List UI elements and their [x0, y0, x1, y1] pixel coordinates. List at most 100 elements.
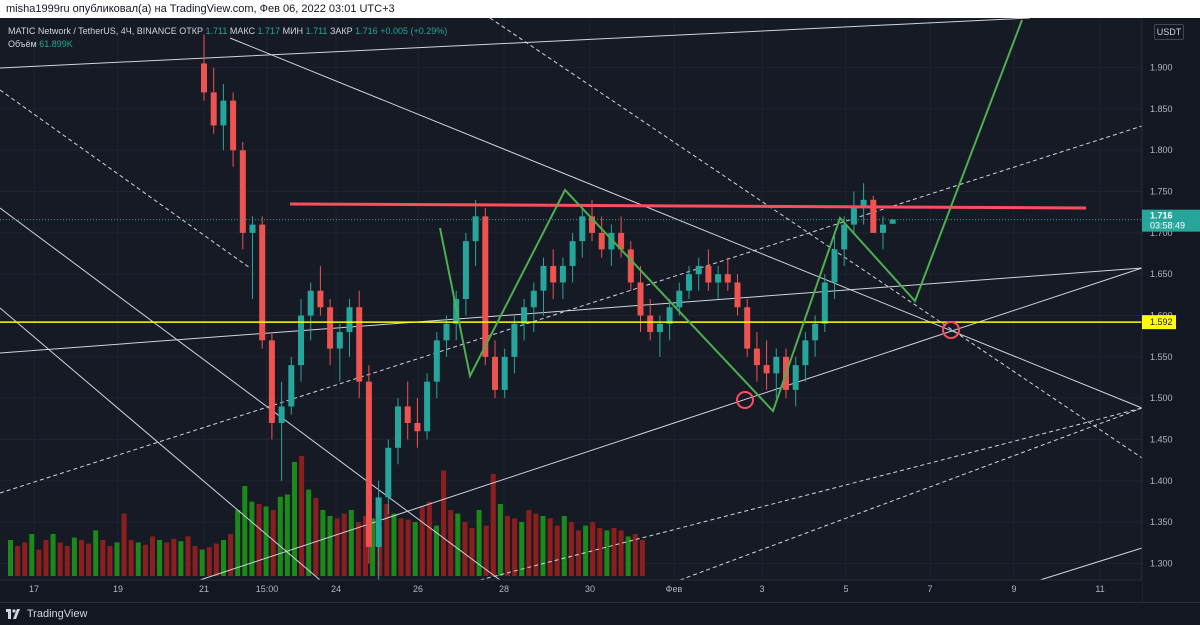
- time-tick-label: 7: [927, 584, 932, 594]
- candle-body: [511, 323, 518, 357]
- candle-body: [501, 356, 508, 390]
- candle: [230, 92, 237, 167]
- candle-body: [395, 406, 401, 448]
- volume-bar: [178, 541, 184, 576]
- candle: [889, 218, 896, 224]
- volume-legend: Объём 61.899K: [8, 39, 73, 49]
- candle-body: [831, 249, 838, 283]
- volume-bar: [526, 510, 532, 576]
- volume-bar: [164, 542, 170, 576]
- volume-bar: [93, 530, 99, 576]
- candle-body: [298, 315, 304, 366]
- volume-bar: [121, 513, 127, 576]
- volume-bar: [135, 542, 141, 576]
- candle-body: [598, 232, 605, 250]
- volume-bar: [625, 536, 631, 576]
- candle: [346, 299, 353, 357]
- volume-bar: [583, 525, 589, 576]
- volume-bar: [355, 522, 361, 576]
- volume-bar: [199, 549, 205, 576]
- volume-bar: [64, 546, 70, 576]
- time-tick-label: 5: [843, 584, 848, 594]
- volume-bar: [128, 540, 134, 576]
- volume-bar: [228, 534, 234, 576]
- volume-bar: [299, 456, 305, 576]
- candle-body: [841, 224, 848, 250]
- current-price-badge: [1142, 209, 1200, 232]
- candle: [870, 195, 877, 233]
- candle: [462, 232, 469, 316]
- volume-bar: [277, 496, 283, 576]
- candle: [278, 381, 285, 481]
- close-label: ЗАКР: [329, 26, 353, 36]
- volume-bar: [242, 486, 248, 576]
- volume-bar: [263, 506, 269, 576]
- volume-bar: [107, 546, 113, 576]
- candle: [637, 265, 644, 333]
- candle-body: [666, 307, 673, 324]
- price-tick-label: 1.900: [1150, 63, 1173, 73]
- candle-body: [647, 315, 654, 333]
- volume-bar: [192, 546, 198, 576]
- candle-body: [482, 216, 489, 357]
- candle: [482, 208, 489, 366]
- volume-bar: [142, 544, 148, 576]
- header-title: misha1999ru опубликовал(а) на TradingVie…: [6, 3, 395, 15]
- candle: [336, 323, 343, 382]
- currency-button[interactable]: USDT: [1154, 24, 1184, 40]
- candle-body: [346, 307, 353, 333]
- candle-body: [608, 232, 615, 250]
- candle-body: [860, 199, 867, 209]
- symbol-name: MATIC Network / TetherUS, 4Ч, BINANCE: [8, 26, 177, 36]
- channel-line: [0, 17, 1031, 69]
- touch-circle: [942, 321, 960, 339]
- candle-body: [773, 356, 780, 374]
- time-tick-label: Фев: [666, 584, 683, 594]
- candle: [521, 299, 528, 341]
- volume-label: Объём: [8, 39, 37, 49]
- volume-bar: [235, 510, 241, 576]
- candle: [327, 299, 334, 366]
- candle-body: [259, 224, 266, 341]
- pattern-path: [439, 19, 1023, 413]
- volume-bar: [426, 501, 432, 576]
- volume-bar: [43, 540, 49, 576]
- chart-area[interactable]: 1.9001.8501.8001.7501.7001.6501.6001.550…: [0, 17, 1200, 602]
- candle-body: [268, 340, 275, 423]
- time-tick-label: 21: [199, 584, 209, 594]
- candle: [724, 257, 731, 291]
- volume-bar: [8, 540, 13, 576]
- volume-bar: [597, 528, 603, 576]
- open-label: ОТКР: [179, 26, 203, 36]
- resistance-line: [289, 202, 1087, 210]
- volume-bar: [483, 525, 489, 576]
- candle-body: [278, 406, 285, 423]
- volume-bar: [15, 546, 21, 576]
- candle: [433, 332, 440, 399]
- candle-body: [569, 241, 576, 266]
- volume-bar: [306, 489, 312, 576]
- candle: [773, 348, 780, 399]
- volume-bar: [341, 513, 347, 576]
- candle: [356, 290, 363, 399]
- pattern-overlays: [0, 19, 1142, 413]
- time-tick-label: 19: [113, 584, 123, 594]
- volume-value: 61.899K: [39, 39, 73, 49]
- price-chart-svg[interactable]: 1.9001.8501.8001.7501.7001.6501.6001.550…: [0, 17, 1200, 602]
- high-value: 1.717: [257, 26, 281, 36]
- time-tick-label: 11: [1095, 584, 1104, 594]
- volume-bar: [86, 543, 92, 576]
- candle-body: [695, 265, 702, 275]
- candle: [792, 356, 799, 407]
- candle: [375, 480, 382, 580]
- candle-body: [812, 323, 819, 341]
- candle: [201, 34, 207, 101]
- candle: [210, 67, 217, 134]
- candle: [579, 208, 586, 258]
- candle-body: [433, 340, 440, 382]
- candle-body: [676, 290, 683, 308]
- candle-body: [889, 219, 896, 224]
- time-tick-label: 26: [413, 584, 423, 594]
- volume-bar: [505, 516, 510, 576]
- time-tick-label: 17: [29, 584, 39, 594]
